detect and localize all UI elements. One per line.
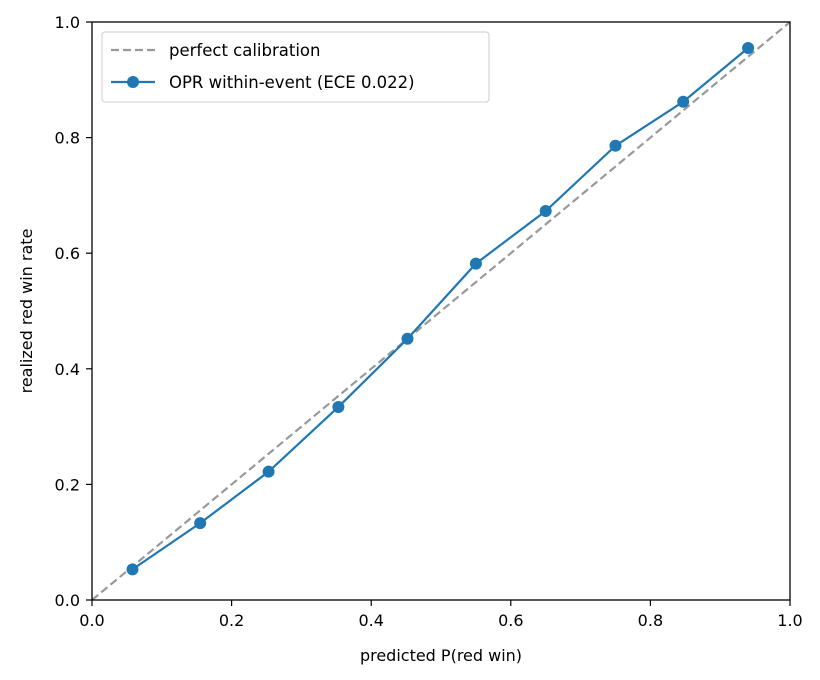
- series-line-opr: [131, 47, 749, 571]
- legend-marker-opr: [127, 76, 139, 88]
- y-tick-label: 0.0: [55, 591, 80, 610]
- x-tick-label: 1.0: [777, 611, 802, 630]
- y-axis-label: realized red win rate: [17, 229, 36, 394]
- data-point: [332, 400, 345, 413]
- x-axis-label: predicted P(red win): [360, 646, 522, 665]
- plot-series: [91, 21, 791, 601]
- data-point: [262, 465, 275, 478]
- data-point: [126, 563, 139, 576]
- data-point: [539, 205, 552, 218]
- legend: perfect calibration OPR within-event (EC…: [101, 31, 490, 103]
- axis-ticks: 0.0 0.2 0.4 0.6 0.8 1.0 0.0 0.2 0.4 0.6 0.8 1.0: [55, 13, 803, 630]
- data-point: [469, 257, 482, 270]
- x-tick-label: 0.0: [79, 611, 104, 630]
- data-point: [742, 42, 755, 55]
- data-point: [609, 139, 622, 152]
- data-point: [677, 95, 690, 108]
- legend-label-perfect-calibration: perfect calibration: [169, 41, 320, 60]
- x-tick-label: 0.2: [219, 611, 244, 630]
- y-tick-label: 0.8: [55, 129, 80, 148]
- data-point: [194, 517, 207, 530]
- x-tick-label: 0.8: [638, 611, 663, 630]
- series-line-perfect-calibration: [91, 21, 791, 601]
- x-tick-label: 0.6: [498, 611, 523, 630]
- x-tick-label: 0.4: [358, 611, 383, 630]
- y-tick-label: 0.6: [55, 244, 80, 263]
- plot-frame: [91, 21, 791, 601]
- data-point: [401, 332, 414, 345]
- y-tick-label: 0.2: [55, 475, 80, 494]
- legend-box: [101, 31, 490, 103]
- legend-label-opr: OPR within-event (ECE 0.022): [169, 73, 415, 92]
- y-tick-label: 1.0: [55, 13, 80, 32]
- y-tick-label: 0.4: [55, 360, 80, 379]
